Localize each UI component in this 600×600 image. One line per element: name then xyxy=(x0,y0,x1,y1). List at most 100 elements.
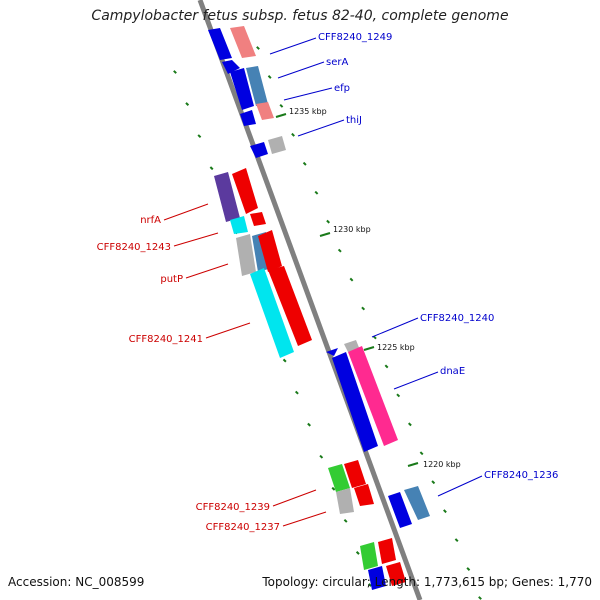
leader-line xyxy=(272,489,317,507)
gene-feature[interactable] xyxy=(246,66,268,106)
ring-dot xyxy=(282,358,287,363)
gene-feature[interactable] xyxy=(388,492,412,528)
gene-feature[interactable] xyxy=(208,28,232,60)
gene-feature[interactable] xyxy=(368,566,386,590)
gene-label-cff8240-1243[interactable]: CFF8240_1243 xyxy=(97,242,171,253)
ring-dot xyxy=(454,538,459,543)
gene-feature[interactable] xyxy=(232,168,258,214)
ring-dot xyxy=(209,166,214,171)
gene-feature[interactable] xyxy=(250,142,268,158)
leader-line xyxy=(393,371,439,390)
ring-dot xyxy=(291,132,295,137)
gene-label-nrfa[interactable]: nrfA xyxy=(140,215,161,226)
gene-feature[interactable] xyxy=(236,234,256,276)
leader-line xyxy=(163,203,209,221)
ring-dot xyxy=(337,248,342,253)
gene-label-cff8240-1237[interactable]: CFF8240_1237 xyxy=(206,522,280,533)
scale-tick xyxy=(407,462,419,467)
gene-label-thij[interactable]: thiJ xyxy=(346,115,362,126)
gene-feature[interactable] xyxy=(240,110,256,126)
gene-feature[interactable] xyxy=(250,268,294,358)
ring-dot xyxy=(431,480,436,485)
gene-feature[interactable] xyxy=(230,216,248,234)
gene-label-cff8240-1239[interactable]: CFF8240_1239 xyxy=(196,502,270,513)
gene-feature[interactable] xyxy=(378,538,396,564)
scale-tick xyxy=(363,346,375,351)
gene-feature[interactable] xyxy=(250,212,266,226)
ring-dot xyxy=(361,306,366,311)
ring-dot xyxy=(307,422,311,427)
gene-label-cff8240-1236[interactable]: CFF8240_1236 xyxy=(484,470,558,481)
leader-line xyxy=(297,119,345,137)
ring-dot xyxy=(256,46,260,50)
scale-ticks: 1235 kbp 1230 kbp 1225 kbp 1220 kbp xyxy=(275,107,461,469)
gene-label-cff8240-1240[interactable]: CFF8240_1240 xyxy=(420,313,494,324)
scale-tick-label: 1220 kbp xyxy=(423,460,461,469)
scale-tick-label: 1235 kbp xyxy=(289,107,327,116)
gene-label-cff8240-1241[interactable]: CFF8240_1241 xyxy=(129,334,203,345)
leader-line xyxy=(205,322,251,339)
ring-dot xyxy=(355,551,360,555)
gene-feature[interactable] xyxy=(214,172,240,222)
gene-feature[interactable] xyxy=(230,26,256,58)
ring-dot xyxy=(197,134,202,139)
gene-feature[interactable] xyxy=(222,60,240,74)
ring-dot xyxy=(419,451,424,456)
ring-dot xyxy=(185,102,190,106)
ring-dot xyxy=(478,596,482,600)
gene-label-dnae[interactable]: dnaE xyxy=(440,366,465,377)
gene-feature[interactable] xyxy=(332,352,378,452)
leader-line xyxy=(277,61,325,79)
ring-dot xyxy=(173,70,177,74)
ring-dot xyxy=(319,454,324,459)
gene-feature[interactable] xyxy=(360,542,378,570)
leader-line xyxy=(282,511,327,527)
genome-backbone xyxy=(197,0,423,600)
accession-label: Accession: NC_008599 xyxy=(8,575,145,589)
gene-feature[interactable] xyxy=(230,68,254,110)
scale-tick xyxy=(319,232,331,237)
gene-feature[interactable] xyxy=(268,136,286,154)
ring-dot xyxy=(349,277,354,282)
gene-feature[interactable] xyxy=(328,464,350,492)
gene-label-efp[interactable]: efp xyxy=(334,83,350,94)
scale-tick xyxy=(275,113,287,118)
gene-feature[interactable] xyxy=(348,346,398,446)
ring-dot xyxy=(302,161,307,166)
ring-dot xyxy=(294,390,299,395)
gene-feature[interactable] xyxy=(336,488,354,514)
scale-tick-label: 1230 kbp xyxy=(333,225,371,234)
gene-feature[interactable] xyxy=(354,484,374,506)
leader-line xyxy=(269,37,317,55)
ring-dot xyxy=(443,509,447,514)
leader-line xyxy=(371,317,419,338)
gene-feature[interactable] xyxy=(268,266,312,346)
ring-dot xyxy=(326,219,331,224)
ring-dot xyxy=(396,393,401,398)
ring-dot xyxy=(466,567,471,571)
gene-feature[interactable] xyxy=(404,486,430,520)
ring-dot xyxy=(368,583,372,587)
gene-label-putp[interactable]: putP xyxy=(160,274,183,285)
ring-dot xyxy=(279,103,284,108)
ring-dot xyxy=(343,518,348,523)
ring-dot xyxy=(314,190,319,195)
map-title: Campylobacter fetus subsp. fetus 82-40, … xyxy=(91,8,509,24)
ring-dot xyxy=(407,422,412,427)
genome-summary: Topology: circular; Length: 1,773,615 bp… xyxy=(262,575,592,589)
leader-line xyxy=(283,87,333,101)
leader-line xyxy=(185,263,229,279)
gene-features xyxy=(208,26,430,590)
gene-labels: CFF8240_1249 serA efp thiJ CFF8240_1240 dnaE C… xyxy=(97,32,559,533)
leader-line xyxy=(437,475,483,497)
leader-line xyxy=(173,232,219,247)
gene-feature[interactable] xyxy=(386,562,406,586)
ring-dot xyxy=(331,486,336,491)
gene-feature[interactable] xyxy=(256,102,274,120)
ring-dot xyxy=(267,75,272,79)
gene-feature[interactable] xyxy=(258,230,282,272)
gene-label-sera[interactable]: serA xyxy=(326,57,348,68)
gene-label-cff8240-1249[interactable]: CFF8240_1249 xyxy=(318,32,392,43)
gene-feature[interactable] xyxy=(326,348,338,356)
gene-feature[interactable] xyxy=(344,460,366,488)
